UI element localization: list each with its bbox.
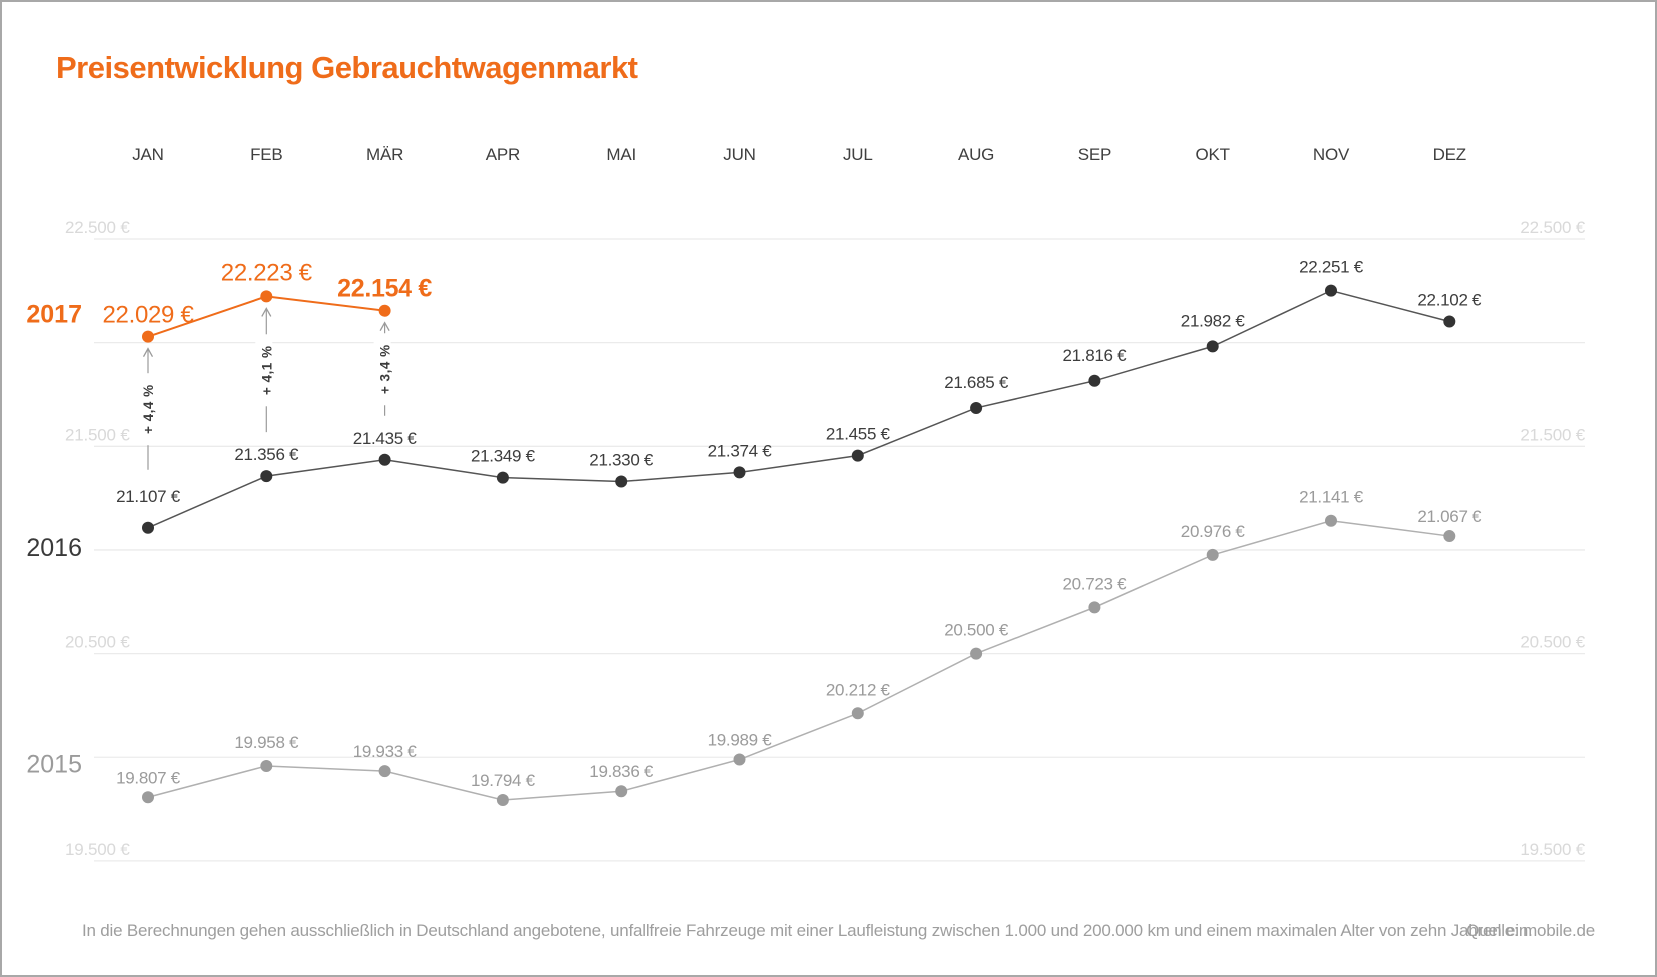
y-axis-label-right-20500: 20.500 € <box>1520 633 1585 652</box>
value-label-2015-aug: 20.500 € <box>944 621 1009 640</box>
value-label-2016-nov: 22.251 € <box>1299 258 1364 277</box>
growth-arrow-head-feb <box>261 307 272 317</box>
data-point-2016-mär <box>378 453 391 466</box>
source-credit: Quelle: mobile.de <box>1466 921 1595 940</box>
x-axis-label-jan: JAN <box>132 145 164 164</box>
x-axis-label-aug: AUG <box>958 145 994 164</box>
series-line-2016 <box>147 289 1450 529</box>
data-point-2017-feb <box>260 290 273 303</box>
annotation-gap <box>137 373 154 446</box>
growth-percent-label-mär: + 3,4 % <box>378 344 393 394</box>
value-label-2017-feb: 22.223 € <box>221 259 313 286</box>
value-label-2016-mai: 21.330 € <box>589 451 654 470</box>
growth-arrow-head-mär <box>379 321 390 332</box>
x-axis-label-okt: OKT <box>1196 145 1230 164</box>
y-axis-label-right-19500: 19.500 € <box>1520 840 1585 859</box>
value-label-2016-apr: 21.349 € <box>471 447 536 466</box>
x-axis-label-mai: MAI <box>606 145 636 164</box>
data-point-2015-jun <box>733 753 746 766</box>
data-point-2016-mai <box>615 475 628 488</box>
value-label-2016-dez: 22.102 € <box>1417 291 1482 310</box>
data-point-2015-aug <box>970 647 983 660</box>
data-point-2015-sep <box>1088 601 1101 614</box>
x-axis-label-dez: DEZ <box>1433 145 1466 164</box>
value-label-2015-feb: 19.958 € <box>234 733 299 752</box>
value-label-2016-okt: 21.982 € <box>1181 311 1246 330</box>
growth-arrow-head-jan <box>142 347 154 357</box>
value-label-2015-mai: 19.836 € <box>589 762 654 781</box>
value-label-2016-sep: 21.816 € <box>1063 346 1128 365</box>
value-label-2015-sep: 20.723 € <box>1063 574 1128 593</box>
series-line-2015 <box>147 519 1450 801</box>
data-point-2016-nov <box>1325 284 1337 297</box>
growth-annotation-mär: + 3,4 % <box>373 333 393 406</box>
data-point-2015-okt <box>1206 548 1219 561</box>
value-label-2015-mär: 19.933 € <box>353 742 418 761</box>
value-label-2015-nov: 21.141 € <box>1299 488 1364 507</box>
value-label-2016-mär: 21.435 € <box>353 429 418 448</box>
value-label-2017-jan: 22.029 € <box>102 302 194 329</box>
data-point-2015-nov <box>1325 514 1337 527</box>
data-point-2016-aug <box>970 401 983 414</box>
data-point-2016-jan <box>142 521 154 534</box>
data-point-2015-jan <box>142 791 154 804</box>
value-label-2015-dez: 21.067 € <box>1417 507 1482 526</box>
y-axis-label-left-22500: 22.500 € <box>65 218 130 237</box>
value-label-2015-apr: 19.794 € <box>471 771 536 790</box>
x-axis-label-jul: JUL <box>843 145 873 164</box>
growth-percent-label-jan: + 4,4 % <box>141 384 156 434</box>
data-point-2015-dez <box>1443 530 1456 543</box>
methodology-note: In die Berechnungen gehen ausschließlich… <box>82 921 1533 940</box>
x-axis-label-apr: APR <box>486 145 520 164</box>
x-axis-label-feb: FEB <box>250 145 282 164</box>
value-label-2015-okt: 20.976 € <box>1181 522 1246 541</box>
x-axis-label-mär: MÄR <box>366 145 403 164</box>
data-point-2016-sep <box>1088 374 1101 387</box>
data-point-2015-feb <box>260 759 273 772</box>
x-axis-label-nov: NOV <box>1313 145 1350 164</box>
y-axis-label-left-20500: 20.500 € <box>65 633 130 652</box>
data-point-2016-jun <box>733 466 746 479</box>
annotation-gap <box>255 334 273 407</box>
chart-title: Preisentwicklung Gebrauchtwagenmarkt <box>56 50 638 85</box>
y-axis-label-right-21500: 21.500 € <box>1520 425 1585 444</box>
x-axis-label-jun: JUN <box>723 145 755 164</box>
value-label-2015-jan: 19.807 € <box>116 768 181 787</box>
data-point-2017-jan <box>142 330 154 343</box>
data-point-2015-apr <box>496 793 509 806</box>
year-label-2017: 2017 <box>26 301 82 329</box>
value-label-2015-jul: 20.212 € <box>826 680 891 699</box>
value-label-2017-mär: 22.154 € <box>337 275 432 303</box>
y-axis-label-left-21500: 21.500 € <box>65 425 130 444</box>
annotation-gap <box>373 333 391 406</box>
value-label-2015-jun: 19.989 € <box>708 731 773 750</box>
data-point-2016-dez <box>1443 315 1456 328</box>
data-point-2016-feb <box>260 470 273 483</box>
growth-percent-label-feb: + 4,1 % <box>259 345 274 395</box>
value-label-2016-aug: 21.685 € <box>944 373 1009 392</box>
value-label-2016-jun: 21.374 € <box>708 441 773 460</box>
data-point-2016-okt <box>1206 340 1219 353</box>
growth-annotation-feb: + 4,1 % <box>255 334 274 407</box>
data-point-2017-mär <box>378 304 391 317</box>
data-point-2016-jul <box>851 449 864 462</box>
value-label-2016-jul: 21.455 € <box>826 425 891 444</box>
data-point-2015-mai <box>615 785 628 798</box>
data-point-2016-apr <box>496 471 509 484</box>
data-point-2015-mär <box>378 765 391 778</box>
x-axis-label-sep: SEP <box>1078 145 1111 164</box>
value-label-2016-feb: 21.356 € <box>234 445 299 464</box>
growth-annotation-jan: + 4,4 % <box>137 373 156 446</box>
y-axis-label-right-22500: 22.500 € <box>1520 218 1585 237</box>
year-label-2015: 2015 <box>26 750 82 778</box>
year-label-2016: 2016 <box>26 534 82 562</box>
value-label-2016-jan: 21.107 € <box>116 487 181 506</box>
y-axis-label-left-19500: 19.500 € <box>65 840 130 859</box>
data-point-2015-jul <box>851 707 864 720</box>
